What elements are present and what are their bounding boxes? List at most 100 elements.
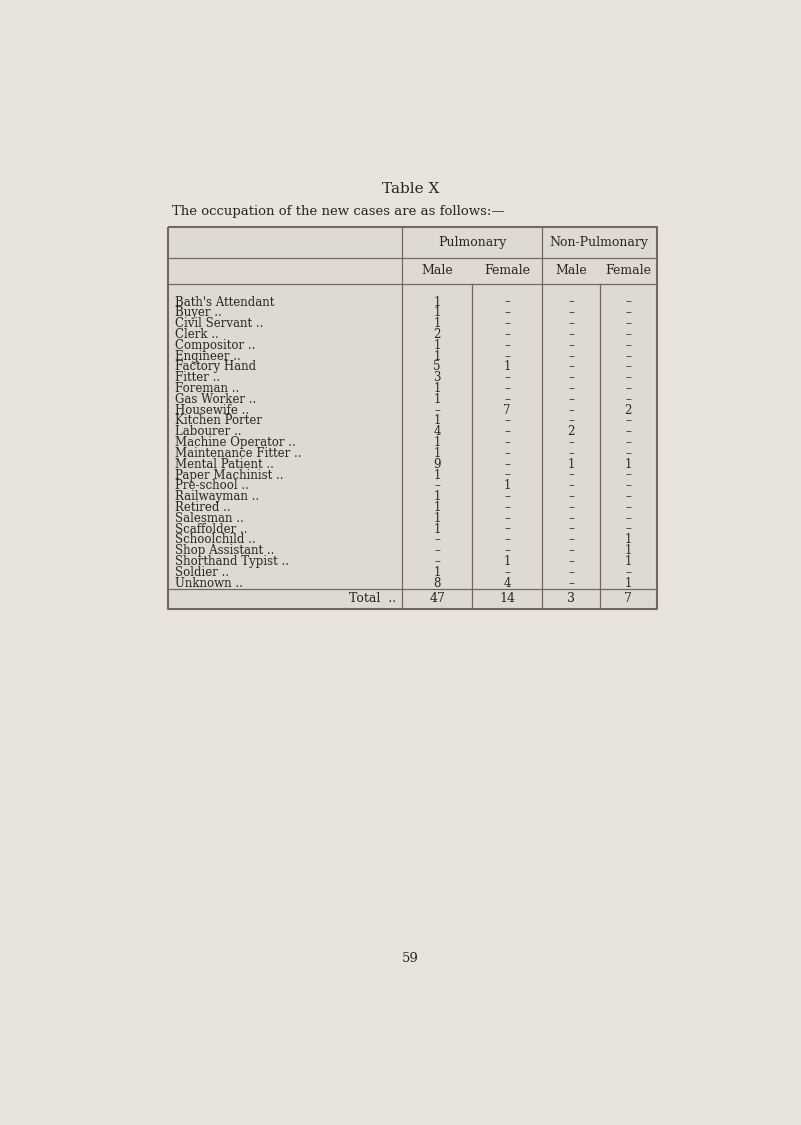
Text: 1: 1 bbox=[503, 555, 511, 568]
Text: Clerk ..: Clerk .. bbox=[175, 328, 219, 341]
Text: –: – bbox=[504, 468, 510, 482]
Text: –: – bbox=[626, 306, 631, 319]
Text: –: – bbox=[568, 296, 574, 308]
Text: –: – bbox=[626, 382, 631, 395]
Text: –: – bbox=[626, 414, 631, 428]
Bar bbox=[168, 227, 657, 609]
Text: –: – bbox=[568, 414, 574, 428]
Text: 1: 1 bbox=[433, 317, 441, 331]
Text: 3: 3 bbox=[433, 371, 441, 385]
Text: 1: 1 bbox=[433, 490, 441, 503]
Text: –: – bbox=[568, 328, 574, 341]
Text: Labourer ..: Labourer .. bbox=[175, 425, 241, 439]
Text: 1: 1 bbox=[503, 360, 511, 374]
Text: –: – bbox=[626, 447, 631, 460]
Text: Female: Female bbox=[484, 264, 530, 278]
Text: Mental Patient ..: Mental Patient .. bbox=[175, 458, 273, 470]
Text: –: – bbox=[626, 490, 631, 503]
Text: Male: Male bbox=[421, 264, 453, 278]
Text: 1: 1 bbox=[625, 577, 632, 590]
Text: –: – bbox=[504, 523, 510, 536]
Text: –: – bbox=[568, 544, 574, 557]
Text: –: – bbox=[434, 533, 441, 547]
Text: 4: 4 bbox=[433, 425, 441, 439]
Text: –: – bbox=[504, 566, 510, 579]
Text: –: – bbox=[626, 436, 631, 449]
Text: The occupation of the new cases are as follows:—: The occupation of the new cases are as f… bbox=[172, 206, 505, 218]
Text: 59: 59 bbox=[402, 953, 419, 965]
Text: –: – bbox=[434, 544, 441, 557]
Text: –: – bbox=[568, 404, 574, 416]
Text: –: – bbox=[626, 501, 631, 514]
Text: –: – bbox=[626, 479, 631, 493]
Text: 1: 1 bbox=[433, 512, 441, 524]
Text: –: – bbox=[504, 350, 510, 362]
Text: –: – bbox=[626, 468, 631, 482]
Text: Paper Machinist ..: Paper Machinist .. bbox=[175, 468, 283, 482]
Text: 9: 9 bbox=[433, 458, 441, 470]
Text: –: – bbox=[568, 577, 574, 590]
Text: 7: 7 bbox=[503, 404, 511, 416]
Text: –: – bbox=[504, 447, 510, 460]
Text: 1: 1 bbox=[433, 523, 441, 536]
Text: –: – bbox=[626, 328, 631, 341]
Text: 1: 1 bbox=[433, 566, 441, 579]
Text: 1: 1 bbox=[625, 458, 632, 470]
Text: 3: 3 bbox=[567, 592, 575, 605]
Text: –: – bbox=[504, 501, 510, 514]
Text: Civil Servant ..: Civil Servant .. bbox=[175, 317, 263, 331]
Text: Maintenance Fitter ..: Maintenance Fitter .. bbox=[175, 447, 301, 460]
Text: Unknown ..: Unknown .. bbox=[175, 577, 243, 590]
Text: –: – bbox=[568, 436, 574, 449]
Text: 47: 47 bbox=[429, 592, 445, 605]
Text: Factory Hand: Factory Hand bbox=[175, 360, 256, 374]
Text: 1: 1 bbox=[433, 447, 441, 460]
Text: –: – bbox=[568, 566, 574, 579]
Text: –: – bbox=[434, 555, 441, 568]
Text: –: – bbox=[504, 436, 510, 449]
Text: Male: Male bbox=[555, 264, 587, 278]
Text: –: – bbox=[568, 382, 574, 395]
Text: –: – bbox=[568, 350, 574, 362]
Text: –: – bbox=[626, 566, 631, 579]
Text: –: – bbox=[504, 296, 510, 308]
Text: –: – bbox=[568, 555, 574, 568]
Text: Shorthand Typist ..: Shorthand Typist .. bbox=[175, 555, 288, 568]
Text: Gas Worker ..: Gas Worker .. bbox=[175, 393, 256, 406]
Text: –: – bbox=[568, 317, 574, 331]
Text: Fitter ..: Fitter .. bbox=[175, 371, 219, 385]
Text: 1: 1 bbox=[433, 393, 441, 406]
Text: Housewife ..: Housewife .. bbox=[175, 404, 248, 416]
Text: Salesman ..: Salesman .. bbox=[175, 512, 244, 524]
Text: Buyer ..: Buyer .. bbox=[175, 306, 221, 319]
Text: 1: 1 bbox=[433, 414, 441, 428]
Text: –: – bbox=[504, 328, 510, 341]
Text: Shop Assistant ..: Shop Assistant .. bbox=[175, 544, 274, 557]
Text: –: – bbox=[568, 523, 574, 536]
Text: –: – bbox=[626, 296, 631, 308]
Text: –: – bbox=[626, 350, 631, 362]
Text: 4: 4 bbox=[503, 577, 511, 590]
Text: Kitchen Porter: Kitchen Porter bbox=[175, 414, 261, 428]
Text: –: – bbox=[568, 360, 574, 374]
Text: 7: 7 bbox=[624, 592, 632, 605]
Text: 2: 2 bbox=[567, 425, 574, 439]
Text: 1: 1 bbox=[503, 479, 511, 493]
Text: 2: 2 bbox=[433, 328, 441, 341]
Text: Total  ..: Total .. bbox=[349, 592, 396, 605]
Text: –: – bbox=[434, 479, 441, 493]
Text: –: – bbox=[434, 404, 441, 416]
Text: Foreman ..: Foreman .. bbox=[175, 382, 239, 395]
Text: –: – bbox=[504, 458, 510, 470]
Text: –: – bbox=[626, 339, 631, 352]
Text: –: – bbox=[504, 306, 510, 319]
Text: –: – bbox=[568, 501, 574, 514]
Text: –: – bbox=[568, 512, 574, 524]
Text: –: – bbox=[504, 533, 510, 547]
Text: –: – bbox=[626, 360, 631, 374]
Text: –: – bbox=[626, 371, 631, 385]
Text: –: – bbox=[568, 533, 574, 547]
Text: –: – bbox=[504, 512, 510, 524]
Text: Retired ..: Retired .. bbox=[175, 501, 230, 514]
Text: –: – bbox=[568, 468, 574, 482]
